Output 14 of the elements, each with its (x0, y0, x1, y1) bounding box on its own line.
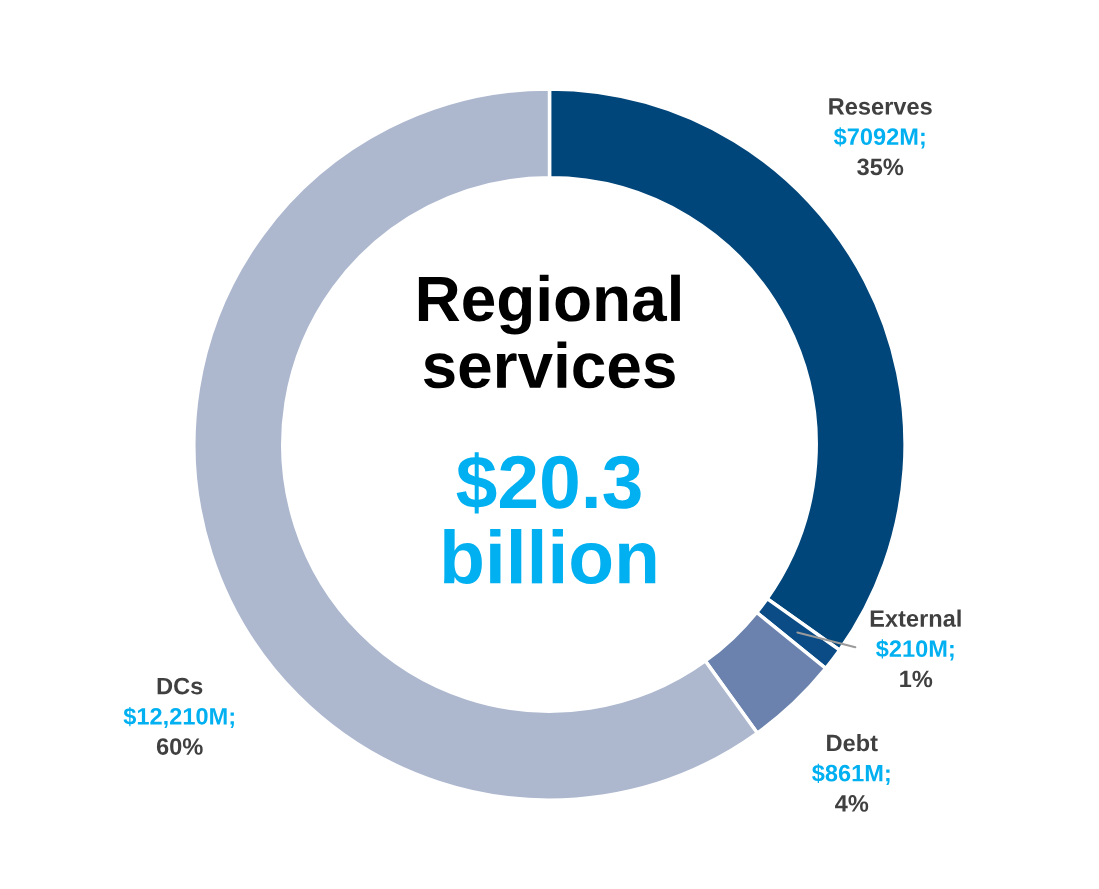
data-label: $12,210M; (123, 706, 234, 729)
slice-label: Reserves (829, 98, 932, 115)
text: 1% (900, 670, 933, 688)
data-label: $210M; (876, 639, 954, 661)
slice-label: Debt (827, 733, 878, 752)
data-label: $861M; (812, 763, 890, 785)
text: 4% (835, 795, 869, 812)
data-label: $7092M; (833, 127, 925, 149)
slice-label: DCs (157, 677, 203, 695)
slice-label: External (870, 609, 961, 627)
text: 60% (156, 738, 203, 755)
text: Regional services (418, 274, 680, 389)
text: 35% (857, 158, 904, 176)
text: $20.3 billion (444, 452, 656, 585)
